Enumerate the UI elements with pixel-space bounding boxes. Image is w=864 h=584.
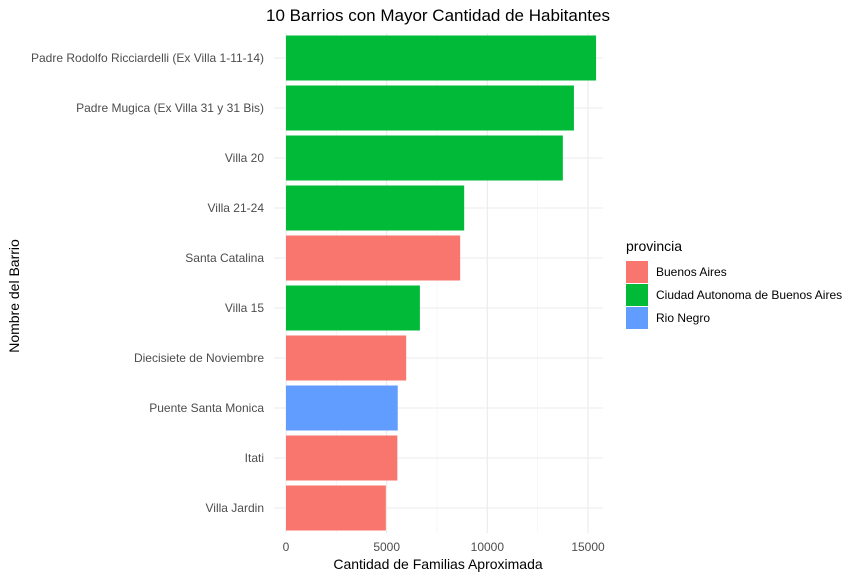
bar (286, 35, 597, 81)
legend-label: Rio Negro (656, 311, 710, 325)
x-tick-label: 0 (283, 540, 290, 554)
x-tick-label: 5000 (373, 540, 400, 554)
bar (286, 285, 420, 331)
bar (286, 335, 407, 381)
bar (286, 235, 461, 281)
y-tick-label: Villa 21-24 (208, 201, 265, 215)
bar (286, 385, 398, 431)
bar (286, 85, 574, 131)
legend-items: Buenos Aires Ciudad Autonoma de Buenos Ai… (626, 261, 842, 329)
chart-title: 10 Barrios con Mayor Cantidad de Habitan… (266, 6, 610, 25)
legend-swatch (626, 307, 648, 329)
y-tick-label: Padre Mugica (Ex Villa 31 y 31 Bis) (76, 101, 264, 115)
bar (286, 135, 563, 181)
y-tick-label: Diecisiete de Noviembre (134, 351, 264, 365)
bar (286, 435, 398, 481)
legend-label: Ciudad Autonoma de Buenos Aires (656, 288, 842, 302)
x-axis-tick-labels: 0 5000 10000 15000 (283, 540, 605, 554)
y-tick-label: Itati (245, 451, 264, 465)
bars (286, 35, 597, 531)
y-tick-label: Santa Catalina (185, 251, 264, 265)
bar (286, 485, 386, 531)
legend-title: provincia (626, 238, 682, 254)
x-axis-title: Cantidad de Familias Aproximada (333, 556, 543, 572)
y-tick-label: Villa Jardin (206, 501, 264, 515)
y-tick-label: Padre Rodolfo Ricciardelli (Ex Villa 1-1… (31, 51, 264, 65)
legend-swatch (626, 261, 648, 283)
bar (286, 185, 465, 231)
legend: provincia Buenos Aires Ciudad Autonoma de… (626, 238, 842, 329)
legend-label: Buenos Aires (656, 265, 727, 279)
y-axis-tick-labels: Padre Rodolfo Ricciardelli (Ex Villa 1-1… (31, 51, 264, 515)
y-axis-title: Nombre del Barrio (6, 239, 22, 353)
y-tick-label: Puente Santa Monica (149, 401, 264, 415)
x-tick-label: 10000 (471, 540, 505, 554)
y-tick-label: Villa 20 (225, 151, 264, 165)
legend-swatch (626, 284, 648, 306)
y-tick-label: Villa 15 (225, 301, 264, 315)
x-tick-label: 15000 (571, 540, 605, 554)
